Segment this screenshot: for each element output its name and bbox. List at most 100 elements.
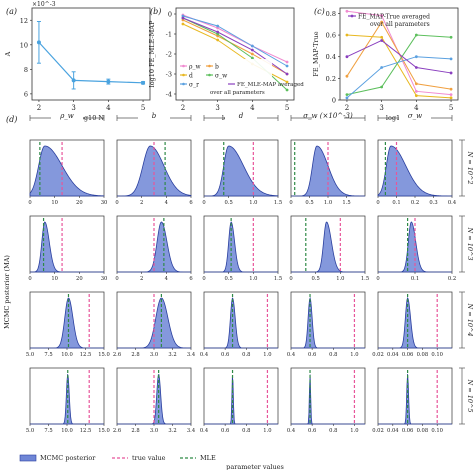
x-tick-label: 7.5 xyxy=(44,352,52,358)
x-tick-label: 3.4 xyxy=(187,428,196,434)
legend-entry-avg-2: over all parameters xyxy=(370,21,430,28)
series-line-A xyxy=(38,41,144,84)
panel-label-a: (a) xyxy=(6,7,17,16)
data-point xyxy=(141,80,146,85)
legend-entry: b xyxy=(215,64,219,71)
x-tick-label: 0.6 xyxy=(308,428,316,434)
posterior-density xyxy=(378,373,452,425)
x-tick-label: 0.6 xyxy=(308,352,316,358)
y-tick-label: 6 xyxy=(24,90,28,98)
x-tick-label: 0.8 xyxy=(242,352,250,358)
data-point xyxy=(345,9,349,13)
data-point xyxy=(216,34,220,38)
data-point xyxy=(285,88,289,92)
x-tick-label: 1.0 xyxy=(263,428,271,434)
column-title-bg xyxy=(399,112,431,122)
x-tick-label: 3.4 xyxy=(187,352,196,358)
x-tick-label: 0 xyxy=(28,200,31,206)
data-point xyxy=(216,24,220,28)
data-point xyxy=(414,94,418,98)
data-point xyxy=(250,48,254,52)
data-point xyxy=(449,96,453,100)
x-tick-label: 0.6 xyxy=(221,428,229,434)
x-tick-label: 7.5 xyxy=(44,428,52,434)
row-label-2: N = 10^4 xyxy=(466,302,474,336)
data-point xyxy=(414,55,418,59)
x-tick-label: 30 xyxy=(101,200,108,206)
data-point xyxy=(380,35,384,39)
x-tick-label: 3.0 xyxy=(150,352,158,358)
data-point xyxy=(181,18,185,22)
x-tick-label: 1.0 xyxy=(249,200,257,206)
x-tick-label: 0.8 xyxy=(329,428,337,434)
data-point xyxy=(345,33,349,37)
x-tick-label: 2 xyxy=(345,104,349,112)
x-tick-label: 0.3 xyxy=(429,200,437,206)
x-tick-label: 3 xyxy=(71,104,75,112)
y-tick-label: 0 xyxy=(332,97,336,105)
data-point xyxy=(216,26,220,30)
row-label-0: N = 10^2 xyxy=(466,150,474,184)
x-tick-label: 6 xyxy=(189,276,192,282)
column-title-0: ρ_w xyxy=(59,112,74,120)
x-tick-label: 0 xyxy=(115,200,118,206)
x-tick-label: 12.5 xyxy=(80,352,92,358)
y-tick-label: 0.2 xyxy=(326,75,336,83)
x-tick-label: 15.0 xyxy=(98,352,110,358)
y-tick-label: 0 xyxy=(168,11,172,19)
column-title-bg xyxy=(225,112,257,122)
legend-mle-label: MLE xyxy=(200,454,216,462)
column-title-bg xyxy=(51,112,83,122)
x-tick-label: 4 xyxy=(250,104,255,112)
posterior-density xyxy=(117,145,192,197)
x-tick-label: 20 xyxy=(76,276,83,282)
legend-marker xyxy=(182,82,185,86)
posterior-density xyxy=(204,145,279,197)
x-tick-label: 30 xyxy=(101,276,108,282)
data-point xyxy=(345,74,349,78)
x-tick-label: 5 xyxy=(449,104,453,112)
y-tick-label: -1 xyxy=(166,31,172,39)
x-tick-label: 0.2 xyxy=(448,276,456,282)
data-point xyxy=(449,93,453,96)
x-tick-label: 0.1 xyxy=(411,276,419,282)
x-tick-label: 3.2 xyxy=(168,352,176,358)
column-title-bg xyxy=(138,112,170,122)
legend-marker xyxy=(182,64,185,68)
legend-swatch-posterior xyxy=(19,454,37,462)
legend-entry-avg: FE_MAP-True averaged xyxy=(358,14,430,21)
x-tick-label: 1.0 xyxy=(324,200,332,206)
data-point xyxy=(414,82,418,86)
posterior-density xyxy=(291,145,366,197)
x-tick-label: 0.04 xyxy=(387,352,399,358)
x-tick-label: 5 xyxy=(285,104,289,112)
column-title-bg xyxy=(312,112,344,122)
x-tick-label: 1.5 xyxy=(274,200,282,206)
x-tick-label: 10 xyxy=(51,200,58,206)
legend-marker xyxy=(208,64,211,68)
posterior-density xyxy=(204,221,278,273)
panel-label-c: (c) xyxy=(314,7,325,16)
x-tick-label: 0.04 xyxy=(387,428,399,434)
y-tick-label: 10 xyxy=(20,41,28,49)
x-tick-label: 0 xyxy=(115,276,118,282)
x-tick-label: 0 xyxy=(376,276,379,282)
x-tick-label: 1.5 xyxy=(361,276,369,282)
posterior-density xyxy=(29,145,105,197)
data-point xyxy=(216,30,220,34)
data-point xyxy=(216,32,220,36)
data-point xyxy=(71,78,76,83)
y-tick-label: 12 xyxy=(20,17,28,25)
y-tick-label: -2 xyxy=(166,51,172,59)
x-tick-label: 4 xyxy=(165,200,169,206)
x-tick-label: 1.0 xyxy=(350,428,358,434)
x-tick-label: 0.8 xyxy=(329,352,337,358)
legend-entry: σ_r xyxy=(189,82,199,89)
x-tick-label: 0 xyxy=(28,276,31,282)
y-tick-label: -4 xyxy=(166,91,172,99)
legend-posterior-label: MCMC posterior xyxy=(40,454,96,462)
x-tick-label: 0.08 xyxy=(417,352,429,358)
posterior-density xyxy=(30,297,104,349)
x-tick-label: 4 xyxy=(414,104,419,112)
row-label-3: N = 10^5 xyxy=(466,378,474,412)
